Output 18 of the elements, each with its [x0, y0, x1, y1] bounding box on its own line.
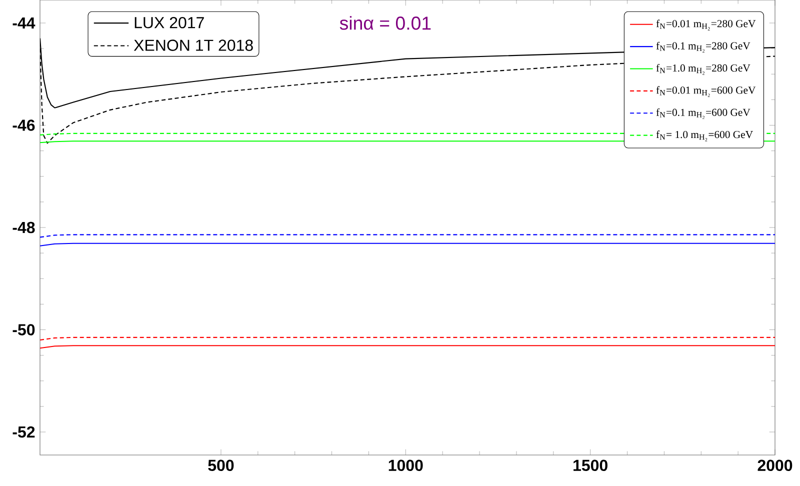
x-tick-label: 1000 [388, 460, 423, 472]
x-tick-label: 500 [208, 460, 234, 472]
y-tick-label: -52 [12, 426, 35, 438]
y-tick-label: -50 [12, 324, 35, 336]
legend-label: f$_{N}$=0.01 m$_{H₂}$=600 GeV [656, 86, 756, 97]
text: sinα = 0.01 [340, 16, 431, 30]
legend-label: LUX 2017 [134, 16, 204, 28]
y-tick-label: -46 [12, 120, 35, 131]
legend-label: f$_{N}$=0.01 m$_{H₂}$=280 GeV [656, 20, 756, 30]
legend-label: f$_{N}$=0.1 m$_{H₂}$=280 GeV [656, 42, 750, 53]
x-tick-label: 1500 [574, 460, 608, 472]
y-tick-label: -44 [12, 18, 36, 29]
legend-label: f$_{N}$=0.1 m$_{H₂}$=600 GeV [656, 108, 750, 120]
x-tick-label: 2000 [758, 460, 792, 472]
legend-label: f$_{N}$=1.0 m$_{H₂}$=280 GeV [656, 64, 750, 75]
legend-label: f$_{N}$= 1.0 m$_{H₂}$=600 GeV [656, 130, 753, 142]
y-tick-label: -48 [12, 222, 35, 234]
legend-label: XENON 1T 2018 [134, 40, 253, 51]
